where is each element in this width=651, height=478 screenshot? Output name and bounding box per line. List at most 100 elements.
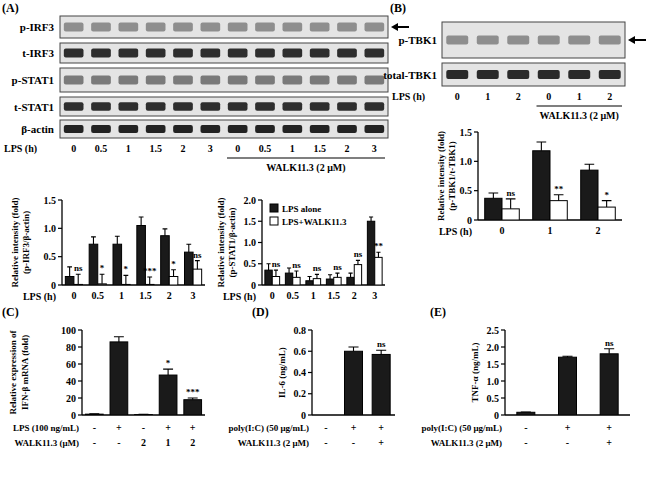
condition-label: poly(I:C) (50 μg/mL) [421,423,502,433]
x-tick-label: 1.5 [328,290,341,301]
condition-value: + [351,422,357,433]
lane-label: 2 [607,91,612,102]
blot-band [568,70,590,79]
x-axis-label: LPS (h) [439,226,472,238]
blot-band [91,23,111,32]
chart: 00.51.01.52.02.5TNF-α (ng/mL)nspoly(I:C)… [421,325,630,449]
blot-band [91,76,111,85]
blot-band [282,102,302,111]
y-tick-label: 0 [251,280,256,291]
condition-label: LPS (100 ng/mL) [13,423,79,433]
error-bar [163,369,173,375]
blot-band [146,23,166,32]
error-bar [67,267,72,277]
blot-frame [60,16,388,38]
error-bar [115,236,120,244]
bar [502,209,519,220]
y-axis-label: Relative intensity (fold) [436,131,446,221]
y-axis [477,132,478,220]
blot [60,16,409,158]
blot-band [255,76,275,85]
y-tick-label: 1.5 [487,359,500,370]
blot-band [146,76,166,85]
blot-band [200,49,220,58]
blot-band [337,23,357,32]
error-bar [521,411,531,412]
blot-band [200,125,220,133]
bar [110,342,128,415]
significance-label: *** [143,266,157,276]
y-tick [308,372,312,373]
bar [354,265,361,285]
bar [185,252,194,285]
condition-value: - [93,422,96,433]
x-tick-label: 3 [191,290,196,301]
x-tick-label: 0 [71,290,76,301]
error-bar [562,356,572,357]
y-tick [78,329,82,330]
y-tick-label: 1.0 [244,237,257,248]
blot-band [282,49,302,58]
bar [161,236,170,285]
blot-band [364,125,384,133]
blot-band [310,102,330,111]
y-tick [258,242,262,243]
chart: 00.51.01.5Relative intensity (fold)(p-IR… [10,195,205,304]
condition-value: + [378,437,384,448]
y-tick-label: 0 [301,410,306,421]
error-bar [294,271,298,277]
significance-label: ** [374,241,384,251]
x-tick-label: 1 [311,290,316,301]
significance-label: *** [186,387,200,397]
marks [65,217,201,285]
y-tick-label: 1.5 [44,195,57,206]
error-bar [76,274,81,284]
error-bar [114,337,124,342]
x-tick-label: 3 [372,290,377,301]
y-axis-label: Relative intensity (fold) [216,198,226,288]
blot-band [568,36,590,45]
condition-value: + [378,422,384,433]
blot-band [118,76,138,85]
blot-band [228,49,248,58]
marks [485,142,616,220]
error-bar [489,193,499,198]
blot-band [446,70,468,79]
y-tick [58,199,62,200]
legend-label: LPS+WALK11.3 [282,217,347,227]
y-tick-label: 0.8 [294,325,307,336]
x-axis-label: LPS (h) [223,291,256,303]
bar [334,277,341,285]
y-tick [78,414,82,415]
blot-band [310,23,330,32]
error-bar [100,274,105,284]
blot-band [173,23,193,32]
arrow-head [628,36,635,44]
error-bar [348,347,358,351]
blot-band [282,23,302,32]
x-tick-label: 0.5 [287,290,300,301]
y-tick [58,256,62,257]
condition-value: + [565,422,571,433]
bar [193,269,202,285]
background [0,0,651,478]
blot-frame [60,120,388,138]
lane-label: 0.5 [95,143,108,154]
lane-label: 1 [290,143,295,154]
bar [345,351,363,415]
blot-band [64,49,84,58]
lane-label: 2 [181,143,186,154]
y-tick-label: 0 [51,280,56,291]
y-tick [78,363,82,364]
error-bar [376,350,386,354]
y-axis-label: (p-TBK1/t-TBK1) [447,141,457,211]
blot-band [255,125,275,133]
condition-value: - [324,437,327,448]
blot-band [200,102,220,111]
blot-frame [60,43,388,63]
panel-label: (A) [2,1,19,15]
error-bar [348,273,352,277]
y-tick [308,329,312,330]
error-bar [266,264,270,270]
blot-band [282,76,302,85]
